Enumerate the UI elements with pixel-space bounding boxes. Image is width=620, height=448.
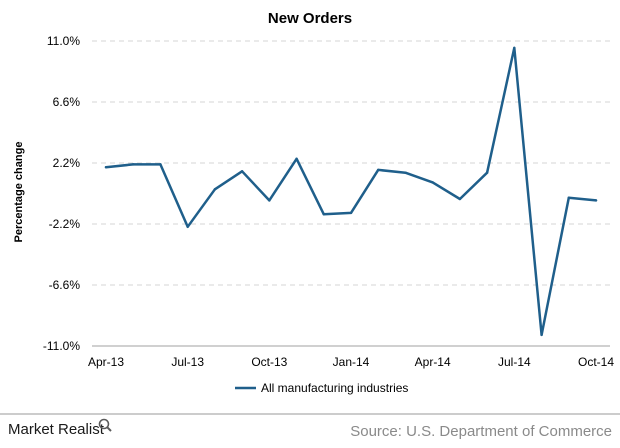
data-point bbox=[295, 157, 298, 161]
y-tick-label: 11.0% bbox=[47, 34, 80, 48]
data-point bbox=[594, 199, 598, 202]
x-tick-label: Oct-13 bbox=[251, 355, 287, 369]
data-point bbox=[377, 168, 380, 172]
x-tick-label: Jan-14 bbox=[333, 355, 370, 369]
series-line bbox=[104, 46, 598, 337]
data-point bbox=[322, 213, 325, 216]
chart-title: New Orders bbox=[268, 10, 352, 27]
x-tick-label: Apr-14 bbox=[415, 355, 451, 369]
data-point bbox=[540, 333, 543, 337]
source-text: Source: U.S. Department of Commerce bbox=[350, 423, 612, 440]
y-tick-label: -6.6% bbox=[49, 278, 81, 292]
x-tick-label: Apr-13 bbox=[88, 355, 124, 369]
y-tick-label: -2.2% bbox=[49, 217, 81, 231]
x-tick-label: Jul-14 bbox=[498, 355, 531, 369]
data-point bbox=[458, 197, 462, 201]
x-axis-ticks: Apr-13 Jul-13 Oct-13 Jan-14 Apr-14 Jul-14 Oct-… bbox=[88, 355, 614, 369]
data-point bbox=[268, 199, 271, 202]
data-point bbox=[240, 170, 244, 173]
data-point bbox=[104, 165, 108, 169]
y-axis-label: Percentage change bbox=[13, 142, 25, 243]
data-point bbox=[213, 188, 217, 191]
y-tick-label: 6.6% bbox=[53, 95, 81, 109]
brand-logo: Market Realist bbox=[8, 418, 112, 438]
x-tick-label: Jul-13 bbox=[171, 355, 204, 369]
brand-name: Market Realist bbox=[8, 421, 105, 438]
legend-label: All manufacturing industries bbox=[261, 381, 408, 395]
y-tick-label: -11.0% bbox=[43, 339, 80, 353]
data-point bbox=[349, 211, 353, 215]
data-point bbox=[186, 225, 189, 228]
data-point bbox=[431, 181, 434, 184]
series-layer bbox=[104, 46, 598, 337]
data-point bbox=[159, 163, 162, 166]
data-point bbox=[132, 163, 135, 166]
x-tick-label: Oct-14 bbox=[578, 355, 614, 369]
data-point bbox=[485, 171, 489, 174]
data-point bbox=[513, 46, 516, 50]
y-tick-label: 2.2% bbox=[53, 156, 81, 170]
data-point bbox=[404, 171, 407, 174]
magnifier-icon bbox=[98, 418, 112, 432]
data-point bbox=[567, 196, 570, 199]
legend: All manufacturing industries bbox=[235, 381, 408, 395]
y-axis-ticks: 11.0% 6.6% 2.2% -2.2% -6.6% -11.0% bbox=[43, 34, 80, 353]
